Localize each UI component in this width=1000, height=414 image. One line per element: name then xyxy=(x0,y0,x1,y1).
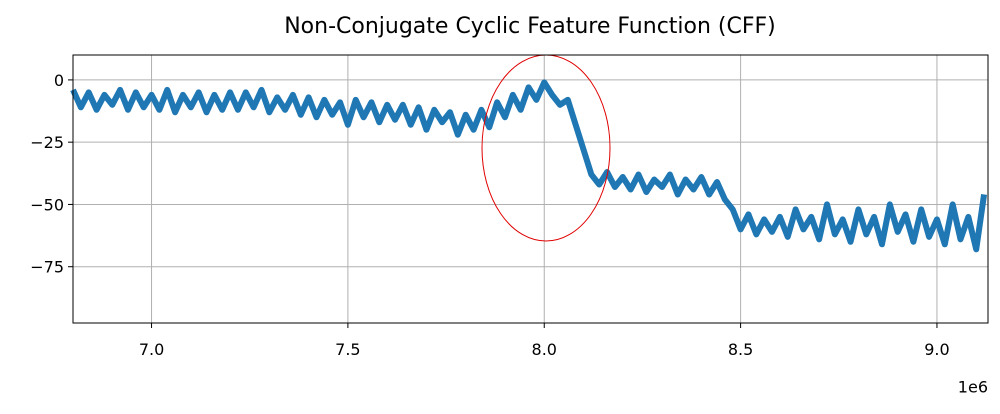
x-tick-label: 7.0 xyxy=(139,340,164,359)
y-tick-label: −75 xyxy=(30,258,64,277)
data-line xyxy=(70,79,988,253)
y-tick-label: −25 xyxy=(30,133,64,152)
grid: 7.0 7.5 8.0 8.5 9.0 0 −25 −50 −75 xyxy=(30,55,988,359)
x-offset-label: 1e6 xyxy=(958,378,988,397)
plot xyxy=(70,79,988,253)
x-tick-label: 8.0 xyxy=(532,340,557,359)
x-tick-label: 7.5 xyxy=(335,340,360,359)
chart-title: Non-Conjugate Cyclic Feature Function (C… xyxy=(284,14,776,39)
y-tick-label: −50 xyxy=(30,195,64,214)
x-tick-label: 8.5 xyxy=(728,340,753,359)
y-tick-label: 0 xyxy=(54,71,64,90)
x-tick-label: 9.0 xyxy=(924,340,949,359)
plot-frame xyxy=(72,54,989,324)
